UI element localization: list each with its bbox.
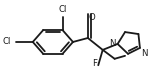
Text: N: N bbox=[141, 49, 147, 58]
Text: N: N bbox=[110, 39, 116, 48]
Text: Cl: Cl bbox=[58, 5, 67, 14]
Text: Cl: Cl bbox=[3, 37, 11, 46]
Text: O: O bbox=[89, 13, 95, 22]
Text: F: F bbox=[92, 59, 97, 68]
